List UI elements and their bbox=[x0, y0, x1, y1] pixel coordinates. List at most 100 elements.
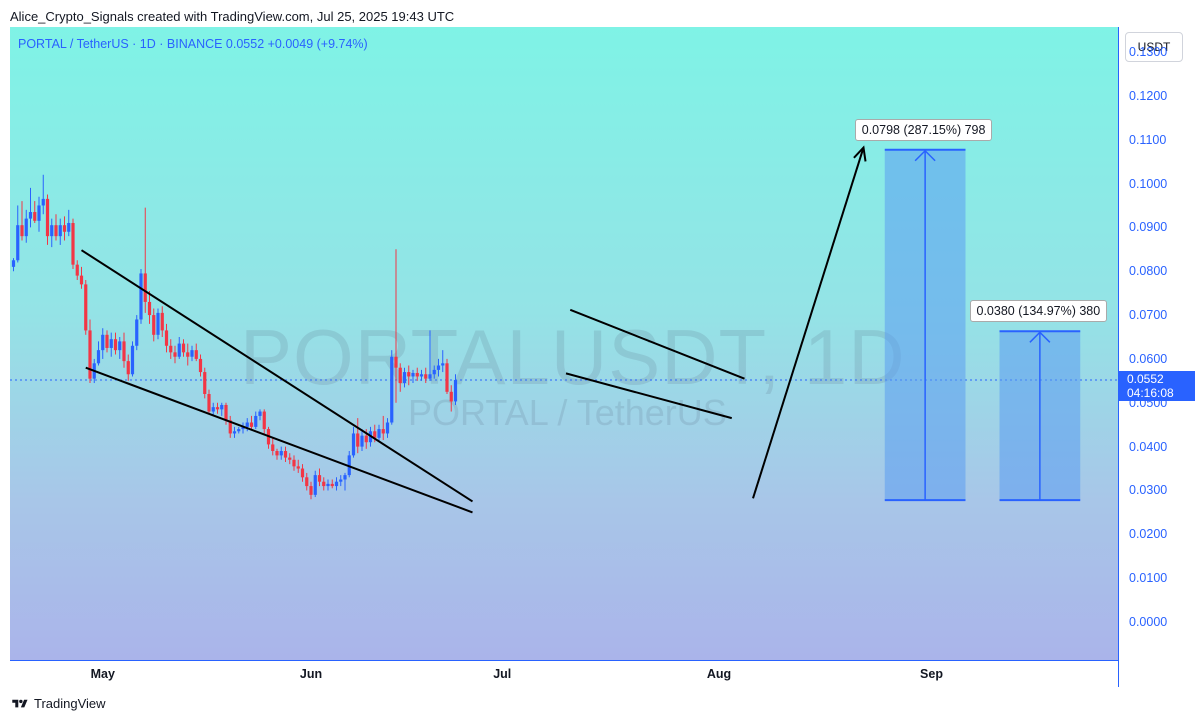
candle-body bbox=[45, 198, 50, 237]
candle-body bbox=[326, 483, 330, 487]
time-tick-label: Jul bbox=[493, 667, 512, 681]
candle-body bbox=[419, 374, 424, 377]
candle-body bbox=[186, 352, 190, 357]
projection-arrow-head bbox=[853, 145, 867, 162]
candle-body bbox=[20, 225, 24, 237]
candle-body bbox=[390, 356, 394, 423]
watermark-name: PORTAL / TetherUS bbox=[408, 392, 727, 433]
tradingview-logo[interactable]: TradingView bbox=[10, 696, 106, 711]
candle-body bbox=[169, 345, 173, 353]
candle-body bbox=[428, 374, 432, 379]
candle-body bbox=[211, 407, 215, 412]
chart-credit: Alice_Crypto_Signals created with Tradin… bbox=[10, 9, 455, 24]
candle-body bbox=[330, 483, 334, 487]
price-tick-label: 0.0000 bbox=[1129, 615, 1168, 629]
candle-body bbox=[334, 481, 339, 487]
candle-body bbox=[75, 264, 79, 276]
bar-countdown: 04:16:08 bbox=[1127, 385, 1174, 400]
candle-body bbox=[203, 372, 207, 394]
candle-body bbox=[441, 363, 445, 366]
candle-body bbox=[373, 431, 377, 438]
candle-body bbox=[241, 426, 245, 430]
candle-body bbox=[88, 330, 92, 379]
price-tick-label: 0.1200 bbox=[1129, 88, 1168, 103]
candle-body bbox=[143, 273, 147, 302]
currency-selector[interactable]: USDT bbox=[1125, 32, 1183, 62]
price-tick-label: 0.0700 bbox=[1129, 308, 1168, 323]
measure-arrow-head bbox=[914, 149, 936, 162]
symbol-legend[interactable]: PORTAL / TetherUS · 1D · BINANCE 0.0552 … bbox=[18, 37, 368, 51]
candle-body bbox=[16, 225, 20, 261]
candle-body bbox=[96, 350, 101, 364]
candle-body bbox=[177, 343, 181, 357]
price-tick-label: 0.1300 bbox=[1129, 45, 1168, 59]
candle-body bbox=[130, 345, 135, 375]
candle-body bbox=[385, 422, 390, 434]
candle-body bbox=[71, 223, 75, 265]
candle-body bbox=[377, 429, 381, 438]
candle-body bbox=[207, 394, 211, 412]
trendline bbox=[85, 366, 473, 514]
price-tick-label: 0.0100 bbox=[1129, 571, 1168, 586]
candle-body bbox=[356, 433, 360, 447]
candle-body bbox=[101, 334, 105, 351]
price-tick-label: 0.0400 bbox=[1129, 439, 1168, 454]
candle-body bbox=[139, 273, 143, 320]
candle-body bbox=[24, 218, 28, 237]
candle-body bbox=[37, 205, 41, 221]
candle-body bbox=[164, 330, 169, 346]
candle-body bbox=[28, 212, 33, 219]
candle-body bbox=[33, 212, 37, 221]
chart-pane[interactable]: PORTALUSDT, 1D PORTAL / TetherUS PORTAL … bbox=[10, 27, 1118, 660]
candle-body bbox=[275, 451, 279, 456]
candle-body bbox=[160, 312, 164, 331]
time-axis[interactable]: May Jun Jul Aug Sep bbox=[10, 660, 1118, 688]
candle-body bbox=[445, 363, 449, 392]
candle-body bbox=[398, 367, 402, 384]
price-tick-label: 0.0600 bbox=[1129, 351, 1168, 366]
last-price-tag: 0.0552 04:16:08 bbox=[1119, 370, 1195, 401]
candle-body bbox=[181, 343, 186, 353]
candle-body bbox=[58, 225, 62, 237]
trendline bbox=[569, 308, 745, 380]
time-tick-label: Sep bbox=[920, 667, 943, 681]
candle-body bbox=[245, 422, 249, 427]
price-axis[interactable]: USDT 0.1300 0.1200 0.1100 0.1000 0.0900 0.080… bbox=[1118, 27, 1200, 687]
candle-body bbox=[381, 429, 385, 434]
price-tick-label: 0.1000 bbox=[1129, 176, 1168, 191]
candle-body bbox=[279, 451, 283, 456]
candle-body bbox=[300, 468, 305, 478]
candle-body bbox=[453, 379, 458, 402]
candle-body bbox=[50, 225, 54, 237]
candle-body bbox=[198, 358, 203, 373]
candle-body bbox=[254, 415, 258, 427]
candle-body bbox=[322, 481, 326, 487]
candle-body bbox=[394, 356, 398, 368]
time-tick-label: May bbox=[90, 667, 115, 681]
candle-body bbox=[271, 444, 275, 451]
candles-group bbox=[11, 174, 458, 500]
candle-body bbox=[67, 223, 71, 232]
candle-body bbox=[407, 372, 411, 377]
candle-body bbox=[317, 475, 322, 482]
trendline bbox=[80, 249, 474, 503]
candle-body bbox=[147, 301, 152, 316]
candle-body bbox=[411, 372, 415, 377]
candle-body bbox=[105, 334, 109, 348]
candle-body bbox=[224, 404, 228, 421]
candle-body bbox=[62, 225, 67, 232]
candle-body bbox=[84, 284, 88, 331]
candle-body bbox=[343, 475, 347, 480]
target-1-callout: 0.0798 (287.15%) 798 bbox=[854, 118, 993, 141]
candle-body bbox=[152, 315, 156, 335]
candle-body bbox=[54, 225, 58, 237]
time-tick-label: Aug bbox=[706, 667, 732, 681]
candlestick-chart[interactable] bbox=[10, 27, 1118, 660]
candle-body bbox=[258, 411, 262, 416]
candle-body bbox=[228, 420, 232, 434]
time-tick-label: Jun bbox=[299, 667, 323, 681]
projections-group bbox=[884, 148, 1081, 502]
candle-body bbox=[237, 429, 241, 432]
candle-body bbox=[292, 459, 296, 467]
candle-body bbox=[109, 339, 113, 348]
